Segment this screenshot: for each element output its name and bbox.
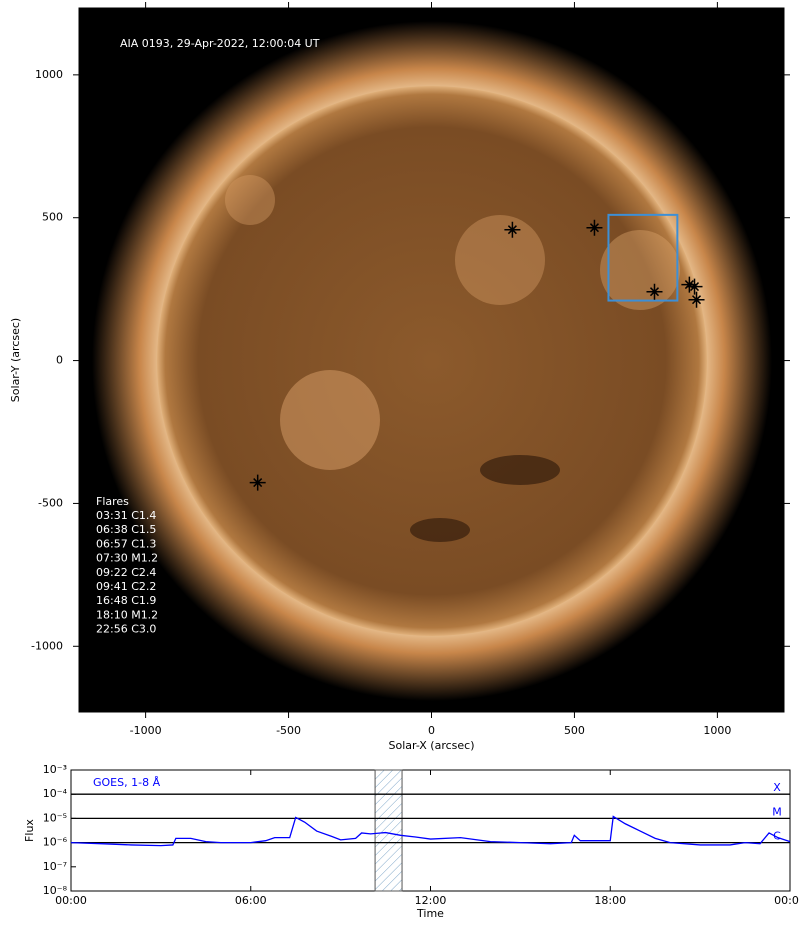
region-box (607, 213, 679, 302)
y-tick-label: -500 (38, 496, 63, 509)
highlight-region (374, 769, 403, 892)
y-tick-label: 500 (42, 211, 63, 224)
flare-entry: 22:56 C3.0 (96, 623, 156, 636)
y-tick-label: 0 (56, 354, 63, 367)
flare-entry: 16:48 C1.9 (96, 594, 156, 607)
flare-entry: 18:10 M1.2 (96, 608, 158, 621)
x-tick-label: 0 (428, 724, 435, 737)
flare-entry: 06:57 C1.3 (96, 537, 156, 550)
x-tick-label: 12:00 (415, 894, 447, 907)
flares-title: Flares (96, 495, 129, 508)
solar-image (79, 8, 784, 712)
y-tick-label: -1000 (31, 639, 63, 652)
x-tick-label: 06:00 (235, 894, 267, 907)
x-tick-label: 00:00 (55, 894, 87, 907)
flare-marker (249, 474, 266, 491)
y-tick-label: 10⁻⁵ (43, 811, 67, 824)
x-tick-label: 18:00 (594, 894, 626, 907)
flare-marker (688, 291, 705, 308)
flare-entry: 09:22 C2.4 (96, 566, 156, 579)
y-tick-label: 1000 (35, 68, 63, 81)
y-axis-label: Flux (23, 819, 36, 842)
y-axis-label: Solar-Y (arcsec) (9, 318, 22, 402)
image-label: AIA 0193, 29-Apr-2022, 12:00:04 UT (120, 37, 320, 50)
y-tick-label: 10⁻⁴ (43, 787, 68, 800)
y-tick-label: 10⁻⁶ (43, 836, 68, 849)
flux-line (70, 815, 791, 847)
flare-entry: 06:38 C1.5 (96, 523, 156, 536)
flare-entry: 03:31 C1.4 (96, 509, 156, 522)
flare-marker (681, 276, 698, 293)
x-tick-label: 00:00 (774, 894, 799, 907)
y-tick-label: 10⁻⁷ (43, 860, 67, 873)
plot-frame (70, 769, 791, 892)
level-label: C (773, 830, 781, 843)
flare-entry: 09:41 C2.2 (96, 580, 156, 593)
level-label: M (772, 805, 782, 818)
legend-label: GOES, 1-8 Å (93, 776, 161, 789)
x-tick-label: -500 (276, 724, 301, 737)
flare-marker (646, 283, 663, 300)
x-tick-label: 500 (564, 724, 585, 737)
x-axis-label: Time (416, 907, 444, 920)
flare-entry: 07:30 M1.2 (96, 552, 158, 565)
y-tick-label: 10⁻⁸ (43, 884, 68, 897)
x-tick-label: -1000 (130, 724, 162, 737)
flare-marker (586, 219, 603, 236)
flare-marker (686, 278, 703, 295)
x-tick-label: 1000 (703, 724, 731, 737)
y-tick-label: 10⁻³ (43, 763, 67, 776)
level-label: X (773, 781, 781, 794)
x-axis-label: Solar-X (arcsec) (389, 739, 475, 752)
flare-marker (504, 221, 521, 238)
